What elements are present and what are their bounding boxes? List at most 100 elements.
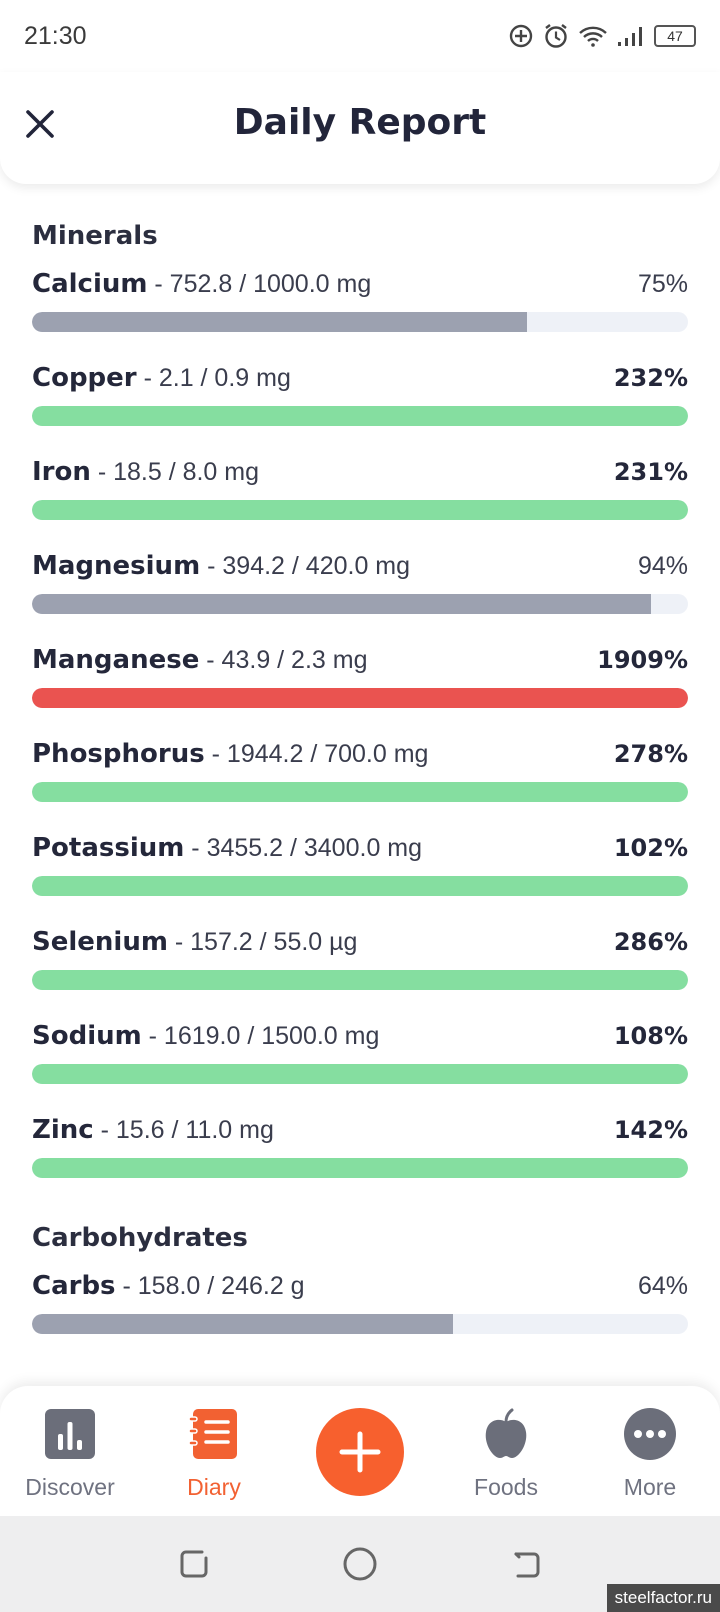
close-icon[interactable]: [22, 106, 58, 142]
nutrient-label: Copper - 2.1 / 0.9 mg: [32, 360, 291, 399]
section-title-carbohydrates: Carbohydrates: [32, 1223, 248, 1253]
nutrient-list: Calcium - 752.8 / 1000.0 mg 75% Copper - 2…: [32, 258, 688, 1198]
progress-fill: [32, 782, 688, 802]
nutrient-row[interactable]: Potassium - 3455.2 / 3400.0 mg 102%: [32, 822, 688, 916]
progress-fill: [32, 406, 688, 426]
nutrient-amount: - 2.1 / 0.9 mg: [136, 364, 291, 392]
recents-icon[interactable]: [176, 1546, 212, 1582]
nutrient-name: Calcium: [32, 269, 148, 299]
nutrient-label: Calcium - 752.8 / 1000.0 mg: [32, 266, 371, 305]
nutrient-amount: - 43.9 / 2.3 mg: [199, 646, 368, 674]
nutrient-label: Iron - 18.5 / 8.0 mg: [32, 454, 259, 493]
notebook-icon: [188, 1409, 237, 1459]
battery-indicator: 47: [654, 25, 696, 47]
nutrient-name: Iron: [32, 457, 91, 487]
nutrient-amount: - 157.2 / 55.0 µg: [167, 928, 358, 956]
nutrient-name: Phosphorus: [32, 739, 205, 769]
progress-track: [32, 1314, 688, 1334]
add-circle-icon: [509, 24, 533, 48]
page-title: Daily Report: [233, 102, 487, 143]
nutrient-row[interactable]: Sodium - 1619.0 / 1500.0 mg 108%: [32, 1010, 688, 1104]
nav-label: More: [623, 1474, 677, 1500]
progress-fill: [32, 1064, 688, 1084]
status-bar: 21:30 47: [0, 0, 720, 72]
nutrient-name: Manganese: [32, 645, 200, 675]
back-icon[interactable]: [508, 1546, 544, 1582]
spacer: [32, 1198, 688, 1216]
nutrient-percent: 94%: [637, 552, 688, 580]
nutrient-label: Zinc - 15.6 / 11.0 mg: [32, 1112, 274, 1151]
bottom-nav: Discover Diary Foods More: [0, 1386, 720, 1516]
nutrient-label: Potassium - 3455.2 / 3400.0 mg: [32, 830, 422, 869]
nutrient-label: Phosphorus - 1944.2 / 700.0 mg: [32, 736, 428, 775]
system-nav-bar: [0, 1516, 720, 1612]
progress-track: [32, 1064, 688, 1084]
status-icons: 47: [508, 22, 696, 50]
nutrient-amount: - 3455.2 / 3400.0 mg: [184, 834, 423, 862]
nutrient-row[interactable]: Phosphorus - 1944.2 / 700.0 mg 278%: [32, 728, 688, 822]
report-content[interactable]: Minerals Calcium - 752.8 / 1000.0 mg 75% C…: [0, 184, 720, 1384]
nutrient-percent: 102%: [613, 834, 688, 862]
nutrient-label: Sodium - 1619.0 / 1500.0 mg: [32, 1018, 379, 1057]
nutrient-percent: 64%: [637, 1272, 688, 1300]
nutrient-row-header: Phosphorus - 1944.2 / 700.0 mg 278%: [32, 736, 688, 772]
nutrient-percent: 108%: [613, 1022, 688, 1050]
nutrient-percent: 1909%: [597, 646, 688, 674]
signal-icon: [618, 27, 642, 46]
progress-fill: [32, 594, 651, 614]
progress-fill: [32, 500, 688, 520]
progress-track: [32, 876, 688, 896]
progress-track: [32, 688, 688, 708]
nutrient-percent: 286%: [613, 928, 688, 956]
progress-fill: [32, 876, 688, 896]
progress-track: [32, 1158, 688, 1178]
nutrient-row-header: Zinc - 15.6 / 11.0 mg 142%: [32, 1112, 688, 1148]
nutrient-label: Selenium - 157.2 / 55.0 µg: [32, 924, 357, 963]
nutrient-row-header: Carbs - 158.0 / 246.2 g 64%: [32, 1268, 688, 1304]
nutrient-row[interactable]: Selenium - 157.2 / 55.0 µg 286%: [32, 916, 688, 1010]
nutrient-row[interactable]: Manganese - 43.9 / 2.3 mg 1909%: [32, 634, 688, 728]
nutrient-label: Carbs - 158.0 / 246.2 g: [32, 1268, 305, 1307]
nutrient-amount: - 158.0 / 246.2 g: [115, 1272, 305, 1300]
nutrient-row[interactable]: Carbs - 158.0 / 246.2 g 64%: [32, 1260, 688, 1354]
progress-track: [32, 782, 688, 802]
apple-icon: [485, 1408, 527, 1458]
nutrient-row[interactable]: Iron - 18.5 / 8.0 mg 231%: [32, 446, 688, 540]
nutrient-amount: - 752.8 / 1000.0 mg: [147, 270, 372, 298]
nutrient-amount: - 15.6 / 11.0 mg: [93, 1116, 274, 1144]
bar-chart-icon: [45, 1409, 95, 1459]
add-button[interactable]: [316, 1408, 404, 1496]
status-time: 21:30: [24, 21, 87, 50]
nutrient-amount: - 18.5 / 8.0 mg: [90, 458, 260, 486]
nutrient-row[interactable]: Copper - 2.1 / 0.9 mg 232%: [32, 352, 688, 446]
nutrient-row-header: Iron - 18.5 / 8.0 mg 231%: [32, 454, 688, 490]
wifi-icon: [579, 26, 607, 47]
nutrient-row[interactable]: Zinc - 15.6 / 11.0 mg 142%: [32, 1104, 688, 1198]
nutrient-amount: - 1619.0 / 1500.0 mg: [141, 1022, 380, 1050]
nav-diary[interactable]: Diary: [144, 1406, 284, 1501]
section-title-minerals: Minerals: [32, 221, 158, 251]
nutrient-label: Manganese - 43.9 / 2.3 mg: [32, 642, 367, 681]
progress-fill: [32, 688, 688, 708]
nav-more[interactable]: More: [580, 1406, 720, 1501]
progress-fill: [32, 1158, 688, 1178]
nutrient-percent: 75%: [637, 270, 688, 298]
progress-track: [32, 312, 688, 332]
nutrient-row[interactable]: Magnesium - 394.2 / 420.0 mg 94%: [32, 540, 688, 634]
nutrient-name: Carbs: [32, 1271, 116, 1301]
nutrient-row-header: Calcium - 752.8 / 1000.0 mg 75%: [32, 266, 688, 302]
nutrient-row[interactable]: Calcium - 752.8 / 1000.0 mg 75%: [32, 258, 688, 352]
nutrient-percent: 142%: [613, 1116, 688, 1144]
nav-discover[interactable]: Discover: [0, 1406, 140, 1501]
nutrient-name: Sodium: [32, 1021, 142, 1051]
nutrient-label: Magnesium - 394.2 / 420.0 mg: [32, 548, 410, 587]
progress-track: [32, 500, 688, 520]
alarm-icon: [545, 24, 567, 48]
nutrient-amount: - 394.2 / 420.0 mg: [200, 552, 411, 580]
nutrient-row-header: Sodium - 1619.0 / 1500.0 mg 108%: [32, 1018, 688, 1054]
nutrient-row-header: Manganese - 43.9 / 2.3 mg 1909%: [32, 642, 688, 678]
nutrient-amount: - 1944.2 / 700.0 mg: [204, 740, 429, 768]
home-icon[interactable]: [342, 1546, 378, 1582]
nav-foods[interactable]: Foods: [436, 1406, 576, 1501]
nav-label: Foods: [474, 1474, 538, 1500]
